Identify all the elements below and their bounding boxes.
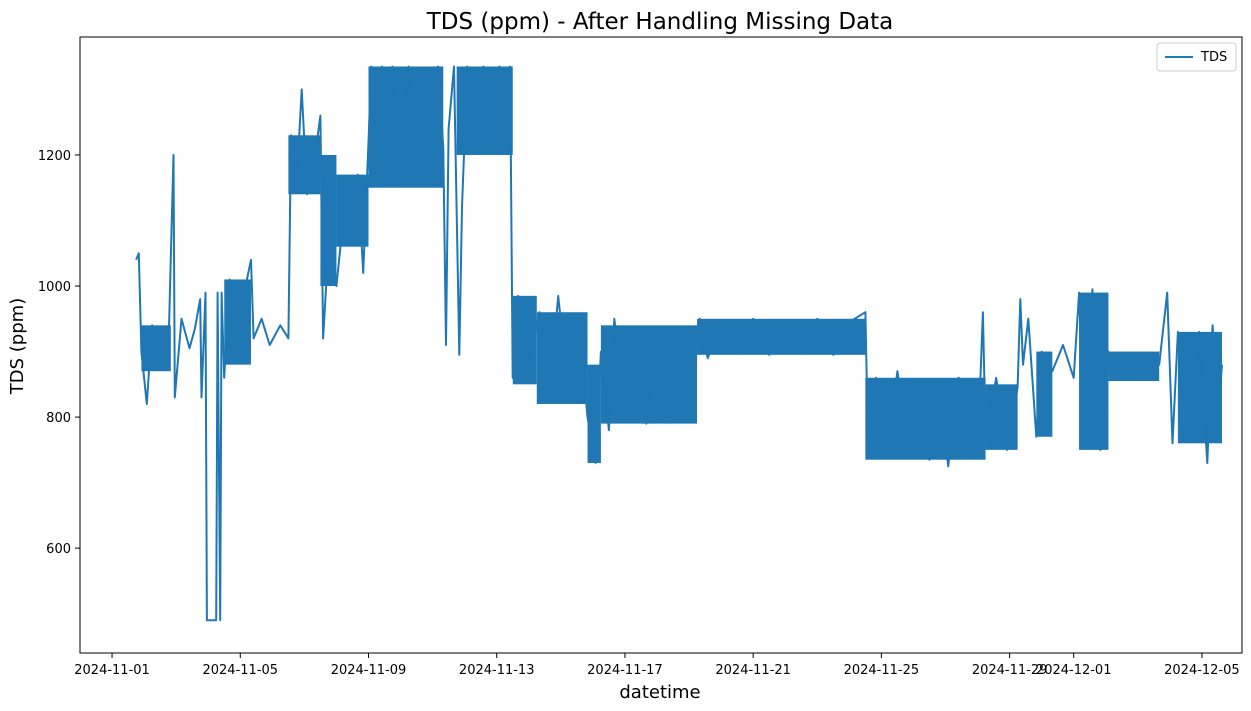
legend: TDS [1156, 42, 1237, 72]
plot-frame [79, 36, 1243, 654]
x-axis-label: datetime [619, 682, 700, 703]
legend-label-tds: TDS [1200, 50, 1227, 65]
y-axis: 600 800 1000 1200 [38, 149, 80, 557]
y-tick-label-1: 800 [46, 411, 71, 426]
x-tick-label-5: 2024-11-21 [715, 663, 791, 678]
x-tick-label-6: 2024-11-25 [844, 663, 920, 678]
chart-title: TDS (ppm) - After Handling Missing Data [426, 9, 894, 35]
series-0-band-3 [320, 154, 337, 287]
x-tick-label-8: 2024-12-01 [1036, 663, 1112, 678]
x-tick-label-1: 2024-11-05 [202, 663, 278, 678]
y-axis-label: TDS (ppm) [7, 298, 28, 395]
y-tick-label-0: 600 [46, 542, 71, 557]
x-tick-label-9: 2024-12-05 [1164, 663, 1240, 678]
x-tick-label-3: 2024-11-13 [459, 663, 535, 678]
series-0-band-16 [1108, 351, 1160, 382]
series-0-band-5 [368, 66, 444, 188]
series-0-band-12 [865, 377, 986, 460]
plot-area [135, 65, 1223, 622]
series-line-tds [135, 65, 1223, 622]
x-tick-label-4: 2024-11-17 [587, 663, 663, 678]
y-tick-label-3: 1200 [38, 149, 71, 164]
x-tick-label-2: 2024-11-09 [331, 663, 407, 678]
x-tick-label-7: 2024-11-29 [972, 663, 1048, 678]
y-tick-label-2: 1000 [38, 280, 71, 295]
x-tick-label-0: 2024-11-01 [74, 663, 150, 678]
legend-box [1156, 42, 1237, 72]
x-axis: 2024-11-01 2024-11-05 2024-11-09 2024-11-13… [74, 653, 1240, 678]
